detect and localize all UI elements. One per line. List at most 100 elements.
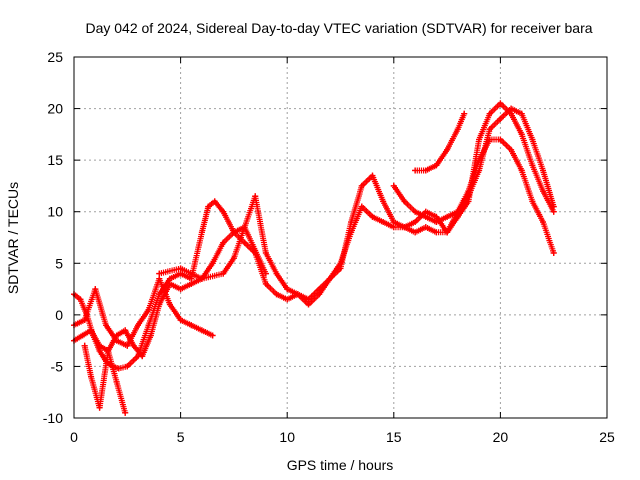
data-point bbox=[88, 373, 95, 380]
data-point bbox=[497, 100, 504, 107]
data-point bbox=[465, 193, 472, 200]
data-point bbox=[124, 342, 131, 349]
data-point bbox=[209, 260, 216, 267]
data-point bbox=[337, 265, 344, 272]
data-point bbox=[88, 327, 95, 334]
data-point bbox=[166, 301, 173, 308]
grid bbox=[74, 57, 607, 418]
data-point bbox=[508, 110, 515, 117]
data-point bbox=[262, 280, 269, 287]
data-point bbox=[156, 291, 163, 298]
data-point bbox=[444, 213, 451, 220]
data-point bbox=[486, 126, 493, 133]
data-point bbox=[401, 198, 408, 205]
data-point bbox=[209, 332, 216, 339]
data-point bbox=[188, 322, 195, 329]
data-point bbox=[422, 213, 429, 220]
y-axis-label: SDTVAR / TECUs bbox=[5, 182, 21, 294]
data-point bbox=[188, 280, 195, 287]
data-point bbox=[518, 167, 525, 174]
y-tick-label: 0 bbox=[55, 307, 63, 323]
data-point bbox=[433, 219, 440, 226]
data-point bbox=[540, 219, 547, 226]
y-tick-label: -5 bbox=[51, 358, 64, 374]
data-point bbox=[369, 213, 376, 220]
data-series-track-6 bbox=[412, 110, 468, 174]
data-point bbox=[230, 229, 237, 236]
data-point bbox=[105, 347, 112, 354]
data-series-track-1 bbox=[71, 136, 557, 372]
data-point bbox=[124, 363, 131, 370]
x-tick-label: 5 bbox=[177, 429, 185, 445]
data-point bbox=[205, 203, 212, 210]
data-point bbox=[486, 110, 493, 117]
data-point bbox=[220, 208, 227, 215]
data-point bbox=[139, 353, 146, 360]
data-point bbox=[177, 317, 184, 324]
x-tick-label: 20 bbox=[493, 429, 509, 445]
x-tick-label: 10 bbox=[279, 429, 295, 445]
data-point bbox=[476, 136, 483, 143]
data-point bbox=[262, 270, 269, 277]
data-point bbox=[230, 255, 237, 262]
data-marker-trail bbox=[71, 136, 557, 372]
data-point bbox=[96, 404, 103, 411]
data-point bbox=[284, 296, 291, 303]
data-point bbox=[294, 291, 301, 298]
data-point bbox=[497, 136, 504, 143]
data-point bbox=[166, 280, 173, 287]
data-point bbox=[401, 224, 408, 231]
data-point bbox=[476, 167, 483, 174]
data-point bbox=[241, 224, 248, 231]
data-point bbox=[358, 182, 365, 189]
data-point bbox=[444, 229, 451, 236]
data-point bbox=[156, 270, 163, 277]
data-point bbox=[390, 219, 397, 226]
data-point bbox=[326, 275, 333, 282]
chart-title: Day 042 of 2024, Sidereal Day-to-day VTE… bbox=[85, 20, 592, 36]
y-tick-label: 25 bbox=[47, 49, 63, 65]
x-tick-label: 0 bbox=[70, 429, 78, 445]
data-point bbox=[77, 296, 84, 303]
data-marker-trail bbox=[81, 342, 129, 416]
data-point bbox=[96, 347, 103, 354]
data-point bbox=[454, 126, 461, 133]
data-point bbox=[115, 365, 122, 372]
data-point bbox=[273, 270, 280, 277]
data-point bbox=[433, 162, 440, 169]
data-point bbox=[380, 198, 387, 205]
data-point bbox=[122, 327, 129, 334]
data-point bbox=[96, 342, 103, 349]
data-point bbox=[147, 332, 154, 339]
data-series-track-5 bbox=[156, 224, 269, 282]
data-point bbox=[177, 265, 184, 272]
y-tick-label: 10 bbox=[47, 204, 63, 220]
plot-frame bbox=[73, 56, 608, 419]
data-point bbox=[433, 229, 440, 236]
data-point bbox=[284, 286, 291, 293]
data-point bbox=[79, 332, 86, 339]
y-tick-label: 20 bbox=[47, 101, 63, 117]
data-point bbox=[145, 306, 152, 313]
data-point bbox=[113, 378, 120, 385]
data-points bbox=[71, 100, 557, 416]
data-point bbox=[461, 110, 468, 117]
data-point bbox=[273, 291, 280, 298]
data-point bbox=[188, 275, 195, 282]
data-point bbox=[518, 131, 525, 138]
x-axis-label: GPS time / hours bbox=[287, 457, 394, 473]
data-point bbox=[113, 337, 120, 344]
data-series-track-7 bbox=[390, 105, 557, 226]
data-point bbox=[81, 342, 88, 349]
data-point bbox=[518, 110, 525, 117]
data-point bbox=[177, 286, 184, 293]
data-point bbox=[358, 203, 365, 210]
data-series-track-4 bbox=[81, 342, 129, 416]
data-point bbox=[102, 322, 109, 329]
data-point bbox=[390, 224, 397, 231]
x-tick-label: 15 bbox=[386, 429, 402, 445]
x-tick-label: 25 bbox=[599, 429, 615, 445]
data-marker-trail bbox=[412, 110, 468, 174]
data-point bbox=[529, 198, 536, 205]
